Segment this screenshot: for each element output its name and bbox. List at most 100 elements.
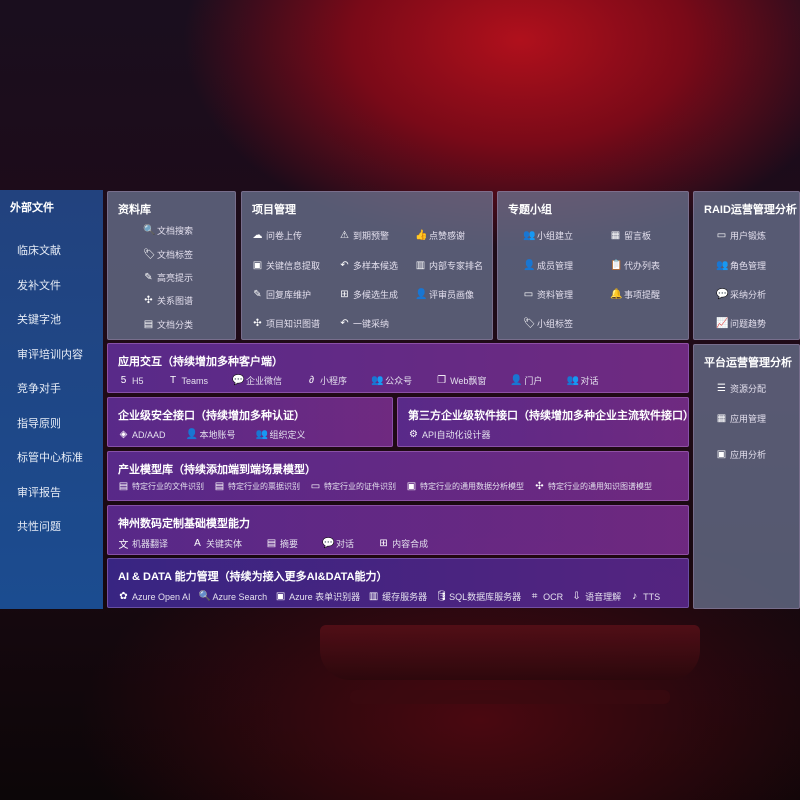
feature-item[interactable]: 💬 企业微信: [232, 374, 282, 387]
feature-item[interactable]: ◈ AD/AAD: [118, 429, 166, 440]
feature-item[interactable]: 🔍 文档搜索: [143, 224, 193, 237]
feature-item[interactable]: ▤ 特定行业的文件识别: [118, 481, 204, 492]
feature-item[interactable]: 👍 点赞感谢: [415, 229, 465, 242]
feature-item[interactable]: 📈 问题趋势: [716, 317, 766, 330]
feature-label: 到期预警: [353, 231, 390, 241]
panel-security: 企业级安全接口（持续增加多种认证） ◈ AD/AAD 👤 本地账号 👥 组织定义: [107, 397, 393, 447]
file-search-icon: 🔍: [143, 225, 156, 236]
feature-label: 高亮提示: [157, 273, 194, 283]
feature-item[interactable]: ☁ 问卷上传: [252, 229, 303, 242]
feature-label: 内部专家排名: [429, 261, 484, 271]
feature-item[interactable]: 👥 小组建立: [523, 229, 573, 242]
feature-item[interactable]: ▤ 特定行业的票据识别: [214, 481, 300, 492]
feature-item[interactable]: ▤ 摘要: [266, 537, 298, 550]
feature-item[interactable]: 🔍 Azure Search: [199, 591, 268, 602]
feature-item[interactable]: 👤 本地账号: [186, 428, 236, 441]
entity-icon: A: [194, 538, 201, 549]
feature-item[interactable]: ▣ 特定行业的通用数据分析模型: [406, 481, 524, 492]
feature-item[interactable]: 👤 门户: [510, 374, 542, 387]
graph-icon: ✣: [144, 295, 153, 306]
feature-item[interactable]: 🛢 SQL数据库服务器: [435, 590, 521, 603]
sidebar-item[interactable]: 审评培训内容: [17, 348, 83, 361]
panel-title: 神州数码定制基础模型能力: [118, 518, 250, 530]
feature-item[interactable]: ⇩ 语音理解: [571, 590, 621, 603]
feature-item[interactable]: ⚠ 到期预警: [339, 229, 389, 242]
sidebar-item[interactable]: 审评报告: [17, 486, 61, 499]
feature-item[interactable]: ✎ 回复库维护: [252, 288, 311, 301]
feature-item[interactable]: T Teams: [168, 375, 208, 386]
feature-item[interactable]: ↶ 一键采纳: [339, 317, 389, 330]
document-icon: ▤: [266, 538, 277, 549]
feature-item[interactable]: 🏷 小组标签: [523, 317, 573, 330]
feature-label: 关键实体: [206, 539, 243, 549]
form-icon: ▣: [275, 591, 286, 602]
feature-item[interactable]: ▦ 留言板: [610, 229, 651, 242]
feature-item[interactable]: 🏷 文档标签: [143, 248, 193, 261]
sidebar-item[interactable]: 临床文献: [17, 245, 61, 257]
feature-label: 企业微信: [246, 376, 283, 386]
users-icon: 👥: [371, 375, 384, 386]
feature-item[interactable]: ▣ 关键信息提取: [252, 259, 320, 272]
feature-item[interactable]: 👤 评审员画像: [415, 288, 474, 301]
feature-label: 多样本候选: [353, 261, 399, 271]
clipboard-icon: 📋: [610, 260, 623, 271]
feature-label: Web飘窗: [450, 376, 487, 386]
feature-item[interactable]: 👥 角色管理: [716, 259, 766, 272]
feature-item[interactable]: ⊞ 内容合成: [378, 537, 428, 550]
feature-item[interactable]: 文机器翻译: [118, 536, 169, 551]
sidebar-item[interactable]: 竞争对手: [17, 383, 61, 395]
feature-item[interactable]: ▦ 应用管理: [716, 412, 766, 425]
sidebar-item[interactable]: 标管中心标准: [17, 452, 83, 464]
feature-label: Azure Open AI: [132, 591, 191, 602]
feature-item[interactable]: ✿ Azure Open AI: [118, 591, 191, 602]
feature-item[interactable]: 📋 代办列表: [610, 259, 660, 272]
feature-item[interactable]: ♪ TTS: [629, 591, 660, 602]
feature-item[interactable]: A 关键实体: [192, 537, 242, 550]
feature-item[interactable]: ▭ 特定行业的证件识别: [310, 481, 396, 492]
feature-item[interactable]: ⌗ OCR: [529, 591, 563, 602]
sidebar-item[interactable]: 指导原则: [17, 417, 61, 430]
tts-icon: ♪: [632, 591, 638, 602]
file-icon: ▤: [118, 481, 129, 492]
sidebar-item[interactable]: 关键字池: [17, 314, 61, 326]
feature-item[interactable]: ⚙ API自动化设计器: [408, 428, 491, 441]
folder-icon: ▭: [523, 289, 534, 300]
feature-item[interactable]: ✎ 高亮提示: [143, 271, 193, 284]
feature-label: 机器翻译: [132, 539, 169, 549]
feature-item[interactable]: 5 H5: [118, 375, 144, 386]
server-icon: ▥: [368, 591, 379, 602]
feature-item[interactable]: ▭ 用户锻炼: [716, 229, 766, 242]
feature-item[interactable]: 👥 公众号: [371, 374, 412, 387]
feature-item[interactable]: 👤 成员管理: [523, 259, 573, 272]
feature-label: 门户: [524, 376, 543, 386]
feature-item[interactable]: ▣ 应用分析: [716, 448, 766, 461]
feature-item[interactable]: ∂ 小程序: [306, 374, 347, 387]
feature-item[interactable]: 👥 对话: [566, 374, 598, 387]
feature-item[interactable]: ✣ 特定行业的通用知识图谱模型: [534, 481, 652, 492]
feature-item[interactable]: 👥 组织定义: [256, 428, 306, 441]
feature-label: 代办列表: [624, 261, 661, 271]
feature-label: Azure Search: [212, 591, 268, 602]
feature-item[interactable]: ▥ 缓存服务器: [368, 590, 427, 603]
sidebar-item[interactable]: 发补文件: [17, 279, 61, 292]
feature-item[interactable]: ▭ 资料管理: [523, 288, 573, 301]
feature-item[interactable]: ↶ 多样本候选: [339, 259, 398, 272]
feature-item[interactable]: ▣ Azure 表单识别器: [275, 590, 360, 603]
feature-label: 特定行业的文件识别: [132, 482, 204, 491]
feature-item[interactable]: ▥ 内部专家排名: [415, 259, 483, 272]
feature-item[interactable]: ▤ 文档分类: [143, 318, 193, 331]
sidebar-item[interactable]: 共性问题: [17, 521, 61, 533]
window-icon: ❐: [437, 375, 447, 386]
feature-item[interactable]: ✣ 关系图谱: [143, 294, 193, 307]
feature-item[interactable]: 💬 对话: [322, 537, 354, 550]
feature-item[interactable]: ⊞ 多候选生成: [339, 288, 398, 301]
feature-label: 文档分类: [157, 320, 194, 330]
feature-item[interactable]: 🔔 事项提醒: [610, 288, 660, 301]
feature-item[interactable]: ✣ 项目知识图谱: [252, 317, 320, 330]
feature-item[interactable]: ❐ Web飘窗: [436, 374, 486, 387]
feature-label: 评审员画像: [429, 290, 475, 300]
feature-item[interactable]: 💬 采纳分析: [716, 288, 766, 301]
feature-label: 用户锻炼: [730, 231, 767, 241]
feature-item[interactable]: ☰ 资源分配: [716, 382, 766, 395]
feature-label: 关系图谱: [157, 296, 194, 306]
